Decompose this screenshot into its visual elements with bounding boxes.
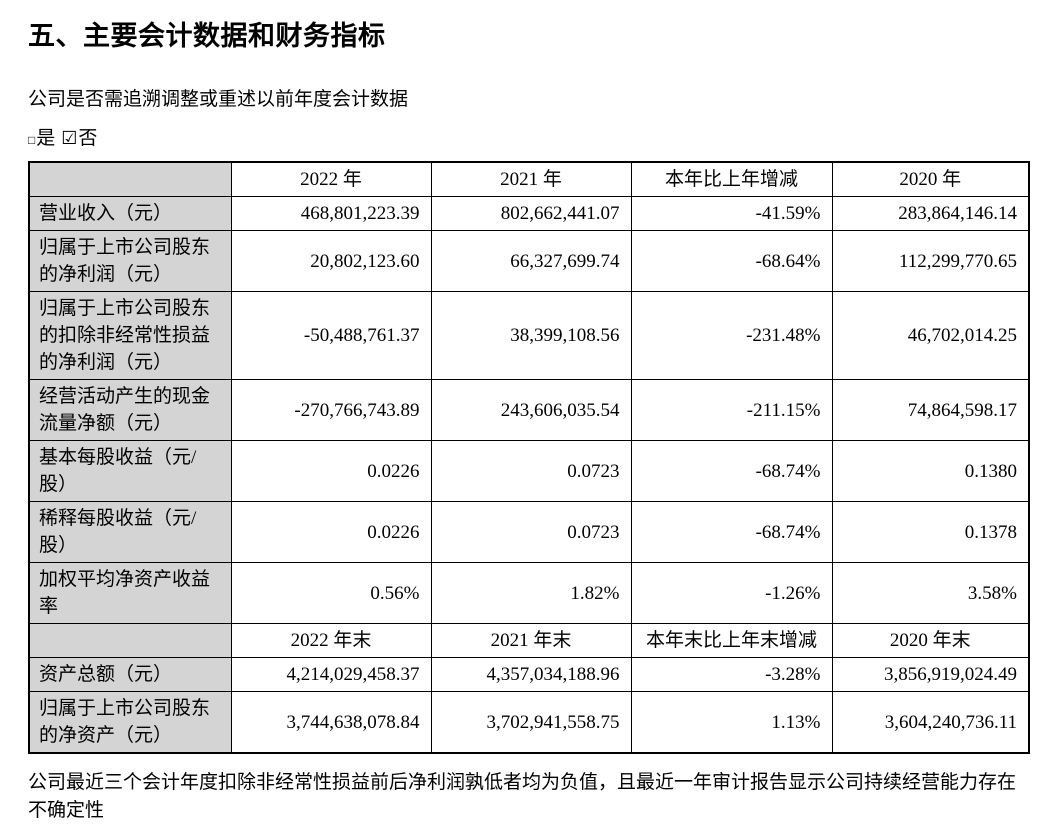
value-cell: 283,864,146.14 <box>831 196 1030 231</box>
restatement-question: 公司是否需追溯调整或重述以前年度会计数据 <box>28 89 409 110</box>
value-cell: 0.0723 <box>430 440 632 502</box>
section-title: 五、主要会计数据和财务指标 <box>28 21 386 51</box>
header-period-cell: 2021 年末 <box>430 623 632 658</box>
value-cell: 3,604,240,736.11 <box>831 691 1030 754</box>
financial-indicators-table: 2022 年 2021 年本年比上年增减 2020 年营业收入（元） 468,801,… <box>28 161 1030 754</box>
checkbox-no-label: 否 <box>78 128 98 149</box>
value-cell: -41.59% <box>630 196 833 231</box>
header-corner-cell <box>28 161 232 197</box>
table-row: 稀释每股收益（元/股） 0.0226 0.0723 -68.74% 0.1378 <box>28 501 1030 563</box>
row-label-cell: 营业收入（元） <box>28 196 232 231</box>
value-cell: 1.13% <box>630 691 833 754</box>
value-cell: 112,299,770.65 <box>831 230 1030 292</box>
header-corner-cell <box>28 623 232 658</box>
table-row: 营业收入（元） 468,801,223.39 802,662,441.07 -41.5… <box>28 196 1030 231</box>
table-header-row: 2022 年末 2021 年末 本年末比上年末增减 2020 年末 <box>28 623 1030 658</box>
header-period-cell: 2020 年末 <box>831 623 1030 658</box>
checkbox-yes-label: 是 <box>36 128 56 149</box>
checkbox-unchecked-icon: □ <box>28 133 36 147</box>
value-cell: 243,606,035.54 <box>430 379 632 441</box>
value-cell: 3,702,941,558.75 <box>430 691 632 754</box>
row-label-cell: 归属于上市公司股东的净资产（元） <box>28 691 232 754</box>
header-period-cell: 2021 年 <box>430 161 632 197</box>
value-cell: -211.15% <box>630 379 833 441</box>
row-label-cell: 资产总额（元） <box>28 657 232 692</box>
value-cell: 3,744,638,078.84 <box>230 691 432 754</box>
table-row: 资产总额（元） 4,214,029,458.37 4,357,034,188.96-… <box>28 657 1030 692</box>
table-row: 加权平均净资产收益率 0.56% 1.82% -1.26% 3.58% <box>28 562 1030 624</box>
financial-table-body: 2022 年 2021 年本年比上年增减 2020 年营业收入（元） 468,801,… <box>28 161 1030 754</box>
value-cell: -68.64% <box>630 230 833 292</box>
row-label-cell: 加权平均净资产收益率 <box>28 562 232 624</box>
value-cell: -270,766,743.89 <box>230 379 432 441</box>
table-row: 基本每股收益（元/股） 0.0226 0.0723 -68.74% 0.1380 <box>28 440 1030 502</box>
row-label-cell: 稀释每股收益（元/股） <box>28 501 232 563</box>
value-cell: 0.1378 <box>831 501 1030 563</box>
value-cell: 802,662,441.07 <box>430 196 632 231</box>
value-cell: 3,856,919,024.49 <box>831 657 1030 692</box>
header-period-cell: 2022 年 <box>230 161 432 197</box>
value-cell: -1.26% <box>630 562 833 624</box>
header-period-cell: 本年末比上年末增减 <box>630 623 833 658</box>
going-concern-footnote: 公司最近三个会计年度扣除非经常性损益前后净利润孰低者均为负值，且最近一年审计报告… <box>28 772 1017 821</box>
value-cell: -231.48% <box>630 291 833 380</box>
value-cell: -68.74% <box>630 440 833 502</box>
table-header-row: 2022 年 2021 年本年比上年增减 2020 年 <box>28 161 1030 197</box>
checkbox-checked-icon: ☑ <box>61 128 78 148</box>
table-row: 归属于上市公司股东的扣除非经常性损益的净利润（元） -50,488,761.37 3… <box>28 291 1030 380</box>
header-period-cell: 本年比上年增减 <box>630 161 833 197</box>
checkbox-no: ☑否 <box>61 128 97 149</box>
value-cell: -50,488,761.37 <box>230 291 432 380</box>
value-cell: 0.0723 <box>430 501 632 563</box>
value-cell: 1.82% <box>430 562 632 624</box>
value-cell: -68.74% <box>630 501 833 563</box>
value-cell: 3.58% <box>831 562 1030 624</box>
restatement-answer: □是 ☑否 <box>28 123 1028 150</box>
value-cell: 0.0226 <box>230 501 432 563</box>
value-cell: 0.56% <box>230 562 432 624</box>
table-row: 归属于上市公司股东的净资产（元） 3,744,638,078.84 3,702,94… <box>28 691 1030 754</box>
checkbox-yes: □是 <box>28 128 55 149</box>
header-period-cell: 2020 年 <box>831 161 1030 197</box>
value-cell: 74,864,598.17 <box>831 379 1030 441</box>
value-cell: 20,802,123.60 <box>230 230 432 292</box>
value-cell: 46,702,014.25 <box>831 291 1030 380</box>
value-cell: 0.1380 <box>831 440 1030 502</box>
header-period-cell: 2022 年末 <box>230 623 432 658</box>
table-row: 经营活动产生的现金流量净额（元） -270,766,743.89 243,606,0… <box>28 379 1030 441</box>
row-label-cell: 归属于上市公司股东的净利润（元） <box>28 230 232 292</box>
table-row: 归属于上市公司股东的净利润（元） 20,802,123.60 66,327,699.… <box>28 230 1030 292</box>
row-label-cell: 经营活动产生的现金流量净额（元） <box>28 379 232 441</box>
value-cell: 0.0226 <box>230 440 432 502</box>
value-cell: 468,801,223.39 <box>230 196 432 231</box>
value-cell: -3.28% <box>630 657 833 692</box>
row-label-cell: 归属于上市公司股东的扣除非经常性损益的净利润（元） <box>28 291 232 380</box>
value-cell: 66,327,699.74 <box>430 230 632 292</box>
row-label-cell: 基本每股收益（元/股） <box>28 440 232 502</box>
value-cell: 38,399,108.56 <box>430 291 632 380</box>
value-cell: 4,214,029,458.37 <box>230 657 432 692</box>
value-cell: 4,357,034,188.96 <box>430 657 632 692</box>
